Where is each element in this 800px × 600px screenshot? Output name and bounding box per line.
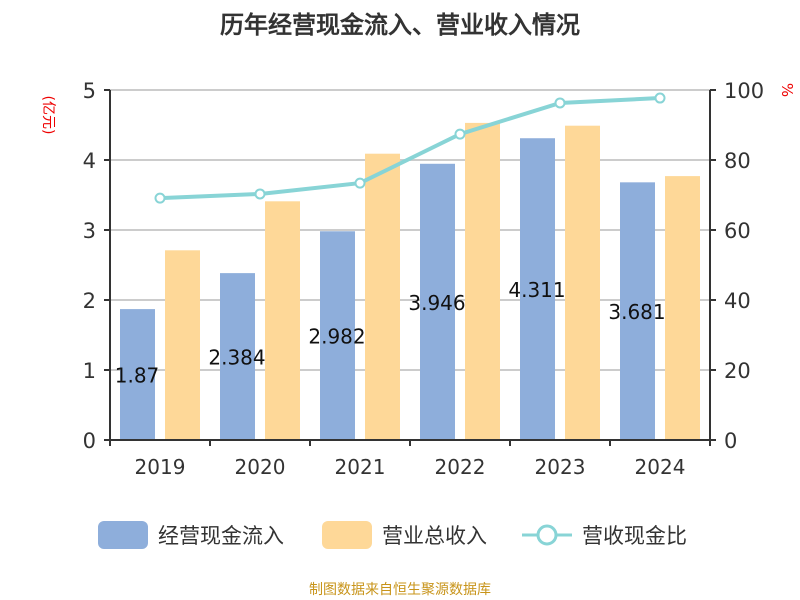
bar-revenue [265,201,300,440]
left-tick-label: 3 [83,219,96,243]
bar-cash-inflow [220,273,255,440]
legend-swatch-revenue [322,521,372,549]
bar-revenue [565,125,600,440]
chart-title: 历年经营现金流入、营业收入情况 [220,11,580,39]
data-label: 3.946 [408,291,465,315]
right-axis-unit: % [778,83,796,97]
source-note: 制图数据来自恒生聚源数据库 [309,582,491,598]
x-tick-label: 2021 [335,455,386,479]
legend: 经营现金流入 营业总收入 营收现金比 [98,521,687,549]
right-tick-label: 0 [724,429,737,453]
bar-revenue [165,250,200,440]
bar-revenue [465,122,500,441]
data-label: 1.87 [115,364,160,388]
line-point [654,92,666,104]
x-tick-label: 2022 [435,455,486,479]
bar-revenue [665,176,700,440]
data-label: 2.384 [208,346,265,370]
line-ratio [159,96,661,201]
left-axis-unit: (亿元) [40,96,56,135]
bar-revenue [365,153,400,440]
legend-swatch-cash-inflow [98,521,148,549]
right-tick-label: 40 [724,289,751,313]
line-point [454,128,466,140]
data-label: 4.311 [508,278,565,302]
legend-label: 营业总收入 [382,524,487,548]
x-tick-label: 2023 [535,455,586,479]
left-tick-label: 0 [83,429,96,453]
x-tick-label: 2020 [235,455,286,479]
bar-cash-inflow [520,138,555,441]
legend-swatch-ratio-marker [536,524,558,546]
line-point [154,192,166,204]
right-tick-label: 100 [724,79,764,103]
line-point [254,188,266,200]
left-tick-label: 4 [83,149,96,173]
left-tick-label: 2 [83,289,96,313]
line-point [354,177,366,189]
data-label: 2.982 [308,325,365,349]
data-label: 3.681 [608,300,665,324]
bar-cash-inflow [420,163,455,440]
x-tick-label: 2024 [635,455,686,479]
right-tick-label: 20 [724,359,751,383]
bar-cash-inflow [320,231,355,440]
legend-label: 经营现金流入 [158,524,284,548]
left-tick-label: 5 [83,79,96,103]
line-point [554,97,566,109]
right-tick-label: 60 [724,219,751,243]
bar-cash-inflow [120,309,155,440]
left-tick-label: 1 [83,359,96,383]
x-tick-label: 2019 [135,455,186,479]
bar-cash-inflow [620,182,655,440]
legend-label: 营收现金比 [582,524,687,548]
right-tick-label: 80 [724,149,751,173]
